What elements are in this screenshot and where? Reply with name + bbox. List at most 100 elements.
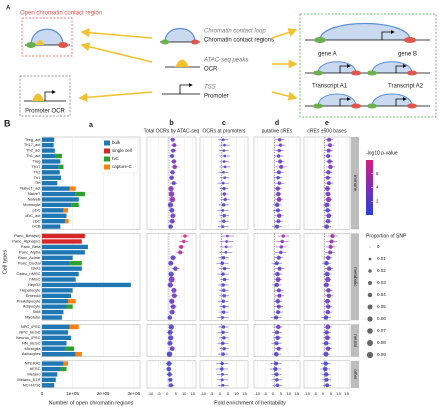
dot: [328, 244, 333, 249]
x-tick-label: 15: [345, 391, 350, 396]
bar: [69, 186, 76, 191]
bar: [42, 351, 76, 357]
dot: [277, 266, 282, 271]
y-tick-label: cDC_act: [25, 213, 41, 218]
bar: [58, 164, 64, 170]
dot: [274, 261, 279, 266]
bar: [42, 250, 85, 255]
size-key: [369, 246, 371, 248]
dot: [276, 219, 281, 224]
dot: [275, 335, 280, 341]
dot: [221, 203, 226, 207]
dot: [225, 240, 229, 243]
dot: [326, 148, 331, 153]
bar: [42, 304, 67, 309]
y-tick-label: Astrocytes: [22, 351, 41, 356]
arrow: [271, 91, 298, 101]
panel-border: [303, 324, 351, 358]
dot: [328, 250, 333, 255]
dot: [323, 282, 329, 288]
dot: [327, 137, 332, 142]
legend-swatch: [104, 156, 110, 162]
dot: [277, 181, 282, 185]
dot: [326, 154, 331, 159]
dot: [178, 250, 183, 255]
y-tick-label: NaiveT: [28, 191, 41, 196]
label: Transcript A1: [312, 84, 348, 90]
dot: [221, 383, 225, 387]
size-key: [367, 316, 373, 322]
region: [404, 37, 416, 43]
x-tick-label: 15: [190, 391, 195, 396]
loop-icon: [30, 28, 64, 46]
dot: [325, 186, 330, 192]
colorbar-label: 4: [376, 185, 379, 190]
x-tick-label: 10: [234, 391, 239, 396]
size-label: 0.06: [377, 316, 386, 321]
bar: [42, 361, 64, 366]
size-label: 0.03: [377, 280, 386, 285]
dot: [326, 266, 332, 271]
dot: [170, 154, 175, 159]
dot: [221, 316, 225, 319]
y-tick-label: Th1_act: [26, 153, 41, 158]
arrow: [271, 28, 298, 39]
dot: [276, 170, 281, 175]
x-tick-label: 15: [295, 391, 300, 396]
dot: [220, 378, 224, 382]
arrow: [80, 42, 153, 63]
dot: [274, 282, 279, 288]
panel-border: [41, 324, 141, 358]
dot: [222, 149, 226, 152]
dot: [169, 207, 175, 213]
dot: [222, 294, 226, 298]
dot: [222, 170, 225, 174]
dot: [275, 271, 280, 277]
bar: [42, 164, 59, 170]
box: [299, 13, 437, 118]
bar: [42, 175, 61, 180]
dot: [323, 361, 328, 366]
dot: [222, 160, 226, 163]
bar: [42, 288, 73, 293]
bar: [71, 202, 79, 208]
dot: [274, 372, 279, 377]
dot: [167, 329, 173, 335]
dot: [170, 255, 176, 261]
dot: [221, 341, 225, 345]
legend-title: Proportion of SNP: [366, 233, 407, 239]
y-tick-label: Th1: [34, 175, 42, 180]
dot: [324, 271, 330, 277]
x-tick-label: 5: [175, 391, 178, 396]
dot: [222, 192, 227, 196]
panel-border: [253, 324, 301, 358]
dot: [323, 341, 329, 346]
region: [26, 42, 36, 48]
dot: [221, 181, 225, 185]
bar: [42, 346, 65, 351]
panel-label: c: [222, 120, 226, 127]
dot: [326, 304, 331, 309]
dot: [275, 378, 279, 382]
dot: [325, 298, 330, 304]
y-tick-label: HN_hESC: [22, 340, 41, 345]
panel-label: d: [275, 120, 279, 127]
y-tick-label: NaiveB: [28, 197, 41, 202]
bar: [63, 361, 69, 366]
dot: [221, 352, 225, 356]
loop-icon: [317, 93, 357, 107]
x-tick-label: -5: [210, 391, 214, 396]
dot: [169, 346, 175, 352]
region: [313, 103, 323, 109]
dot: [171, 287, 177, 293]
facet-label: other: [353, 369, 358, 380]
dot: [222, 186, 226, 191]
loop-icon: [319, 22, 411, 41]
dot: [167, 372, 172, 377]
dot: [222, 214, 226, 218]
dot: [324, 224, 329, 229]
label: Chromatin contact regions: [204, 38, 274, 44]
size-key: [367, 304, 373, 310]
dot: [168, 271, 174, 277]
y-tick-label: NTERA2: [25, 361, 42, 366]
